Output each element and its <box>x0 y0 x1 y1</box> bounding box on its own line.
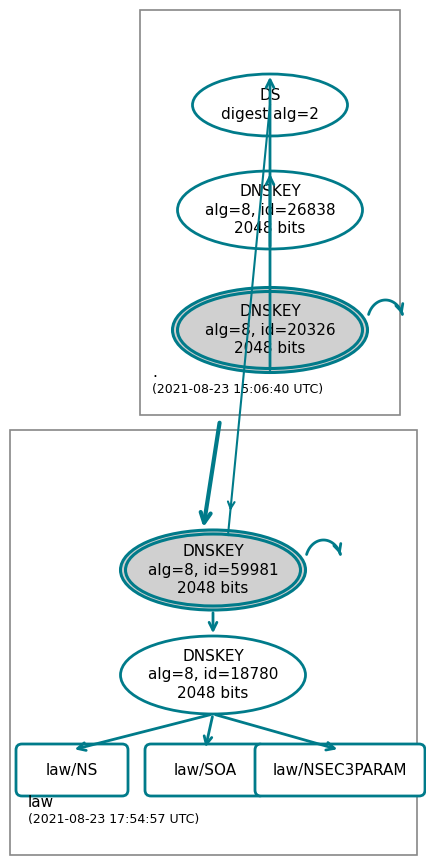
FancyBboxPatch shape <box>145 744 265 796</box>
Text: DS
digest alg=2: DS digest alg=2 <box>221 88 318 122</box>
Ellipse shape <box>172 287 367 373</box>
Ellipse shape <box>192 74 347 136</box>
Text: (2021-08-23 17:54:57 UTC): (2021-08-23 17:54:57 UTC) <box>28 813 199 826</box>
FancyBboxPatch shape <box>254 744 424 796</box>
Text: DNSKEY
alg=8, id=18780
2048 bits: DNSKEY alg=8, id=18780 2048 bits <box>147 649 277 702</box>
Text: DNSKEY
alg=8, id=59981
2048 bits: DNSKEY alg=8, id=59981 2048 bits <box>147 544 278 596</box>
Text: .: . <box>152 365 156 380</box>
Text: law: law <box>28 795 54 810</box>
Ellipse shape <box>177 171 362 249</box>
FancyBboxPatch shape <box>10 430 416 855</box>
Text: law/SOA: law/SOA <box>173 763 236 778</box>
FancyBboxPatch shape <box>16 744 128 796</box>
Ellipse shape <box>120 636 305 714</box>
Text: DNSKEY
alg=8, id=20326
2048 bits: DNSKEY alg=8, id=20326 2048 bits <box>204 304 334 356</box>
Text: DNSKEY
alg=8, id=26838
2048 bits: DNSKEY alg=8, id=26838 2048 bits <box>204 184 334 236</box>
FancyBboxPatch shape <box>140 10 399 415</box>
Text: (2021-08-23 15:06:40 UTC): (2021-08-23 15:06:40 UTC) <box>152 383 322 396</box>
Ellipse shape <box>120 530 305 610</box>
Text: law/NS: law/NS <box>46 763 98 778</box>
Text: law/NSEC3PARAM: law/NSEC3PARAM <box>272 763 406 778</box>
